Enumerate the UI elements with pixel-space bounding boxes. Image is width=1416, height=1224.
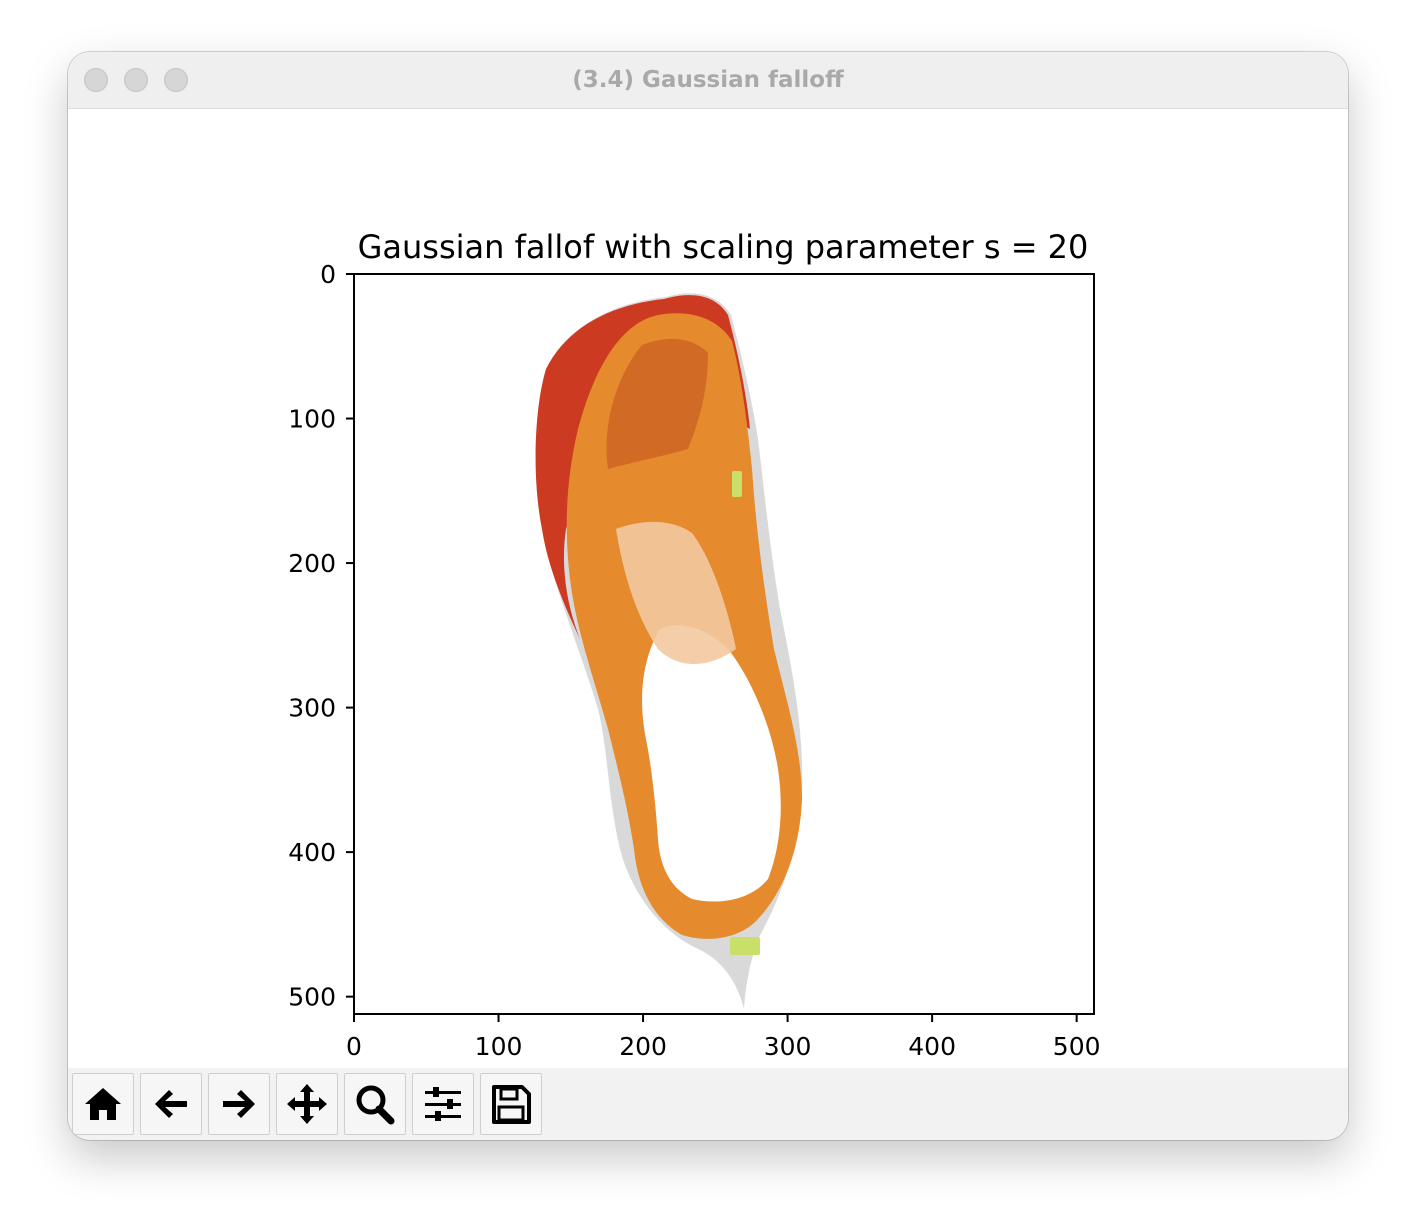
title-bar: (3.4) Gaussian falloff (68, 52, 1348, 109)
minimize-window-button[interactable] (124, 68, 148, 92)
x-tick-label: 100 (475, 1032, 523, 1061)
plot-svg: Gaussian fallof with scaling parameter s… (288, 228, 1101, 1061)
back-button[interactable] (140, 1073, 202, 1135)
shoe-image (535, 293, 803, 1009)
forward-button[interactable] (208, 1073, 270, 1135)
y-tick-label: 500 (288, 983, 336, 1012)
chart-title: Gaussian fallof with scaling parameter s… (358, 228, 1089, 266)
app-window: (3.4) Gaussian falloff Gaussian fallof w… (68, 52, 1348, 1140)
floppy-disk-icon (492, 1085, 531, 1124)
navigation-toolbar (68, 1068, 1348, 1140)
arrow-right-icon (223, 1090, 255, 1118)
x-tick-label: 0 (346, 1032, 362, 1061)
shoe-accent-tag-heel (730, 937, 760, 955)
magnifier-icon (356, 1085, 395, 1125)
y-tick-label: 300 (288, 694, 336, 723)
zoom-button[interactable] (344, 1073, 406, 1135)
y-tick-label: 0 (320, 260, 336, 289)
arrow-left-icon (155, 1090, 187, 1118)
x-tick-label: 200 (619, 1032, 667, 1061)
y-tick-label: 200 (288, 549, 336, 578)
close-window-button[interactable] (84, 68, 108, 92)
figure-canvas[interactable]: Gaussian fallof with scaling parameter s… (68, 109, 1348, 1068)
zoom-window-button[interactable] (164, 68, 188, 92)
shoe-lace-region (616, 521, 736, 664)
sliders-icon (425, 1087, 461, 1121)
home-button[interactable] (72, 1073, 134, 1135)
y-tick-label: 400 (288, 838, 336, 867)
move-icon (287, 1084, 327, 1124)
x-axis-ticks: 0 100 200 300 400 500 (346, 1014, 1101, 1061)
x-tick-label: 400 (908, 1032, 956, 1061)
home-icon (85, 1088, 121, 1120)
pan-button[interactable] (276, 1073, 338, 1135)
window-title: (3.4) Gaussian falloff (572, 67, 844, 93)
shoe-accent-tag-side (732, 471, 742, 497)
x-tick-label: 500 (1053, 1032, 1101, 1061)
shoe-toe-pattern (606, 338, 708, 469)
axes-frame (353, 273, 1095, 1015)
x-tick-label: 300 (764, 1032, 812, 1061)
y-axis-ticks: 0 100 200 300 400 500 (288, 260, 354, 1012)
y-tick-label: 100 (288, 405, 336, 434)
save-button[interactable] (480, 1073, 542, 1135)
configure-subplots-button[interactable] (412, 1073, 474, 1135)
shoe-insole-shape (642, 625, 781, 902)
